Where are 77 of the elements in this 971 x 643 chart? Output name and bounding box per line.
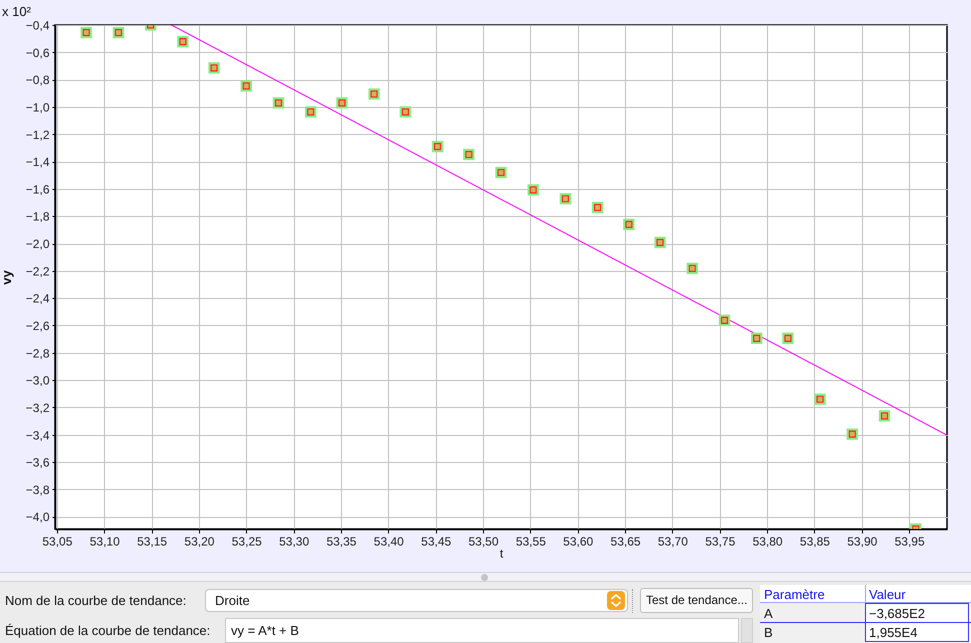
x-tick-label: 53,95 — [894, 534, 925, 548]
x-tick-label: 53,40 — [374, 534, 404, 548]
y-tick-label: −1,0 — [26, 100, 50, 114]
text: Paramètre — [764, 587, 825, 602]
y-tick-label: −2,6 — [26, 318, 50, 333]
y-tick-label: −2,4 — [26, 292, 50, 306]
y-tick-label: −2,2 — [26, 264, 50, 278]
text: Test de tendance... — [646, 593, 748, 607]
point — [497, 168, 505, 176]
point — [848, 430, 856, 438]
text: Équation de la courbe de tendance: — [5, 623, 210, 638]
x-tick-label: 53,70 — [658, 534, 688, 548]
y-tick-label: −0,8 — [26, 73, 50, 88]
x-tick-label: 53,85 — [800, 534, 830, 548]
y-tick-label: −3,6 — [26, 456, 50, 470]
x-tick-label: 53,35 — [326, 534, 357, 548]
point — [562, 195, 570, 202]
text: −3,685E2 — [869, 606, 926, 621]
point — [82, 29, 90, 36]
point — [625, 220, 632, 228]
x-tick-label: 53,25 — [232, 534, 262, 548]
point — [784, 334, 792, 342]
text: B — [764, 625, 773, 640]
y-tick-label: −1,2 — [26, 128, 50, 142]
text: Nom de la courbe de tendance: — [5, 593, 186, 608]
y-tick-label: −1,6 — [26, 182, 50, 196]
point — [274, 99, 282, 107]
point — [338, 99, 346, 107]
x-tick-label: 53,50 — [468, 534, 499, 548]
text: A — [764, 606, 773, 621]
y-tick-label: −0,6 — [26, 46, 50, 60]
y-tick-label: −3,0 — [26, 374, 50, 388]
point — [720, 316, 728, 324]
y-tick-label: −4,0 — [26, 510, 50, 524]
point — [688, 264, 696, 272]
y-tick-label: −2,0 — [26, 237, 50, 252]
text: x 10² — [2, 4, 31, 19]
point — [753, 334, 760, 342]
x-tick-label: 53,80 — [752, 534, 783, 548]
point — [114, 29, 122, 36]
x-tick-label: 53,10 — [90, 534, 120, 548]
x-tick-label: 53,55 — [516, 534, 546, 548]
text: Valeur — [869, 587, 906, 602]
point — [242, 82, 250, 90]
y-tick-label: −0,4 — [26, 18, 50, 32]
y-tick-label: −3,4 — [26, 428, 50, 442]
y-tick-label: −3,2 — [26, 400, 50, 415]
y-tick-label: −3,8 — [26, 482, 50, 497]
text: 1,955E4 — [869, 625, 918, 640]
point — [434, 142, 442, 150]
x-tick-label: 53,90 — [847, 534, 878, 548]
point — [307, 108, 314, 116]
point — [370, 90, 378, 98]
text: vy = A*t + B — [231, 623, 299, 638]
x-axis-title: t — [500, 546, 504, 560]
text: Droite — [215, 593, 250, 608]
x-tick-label: 53,65 — [610, 534, 641, 548]
point — [465, 150, 472, 158]
x-tick-label: 53,60 — [563, 534, 594, 548]
point — [880, 412, 888, 420]
x-tick-label: 53,05 — [42, 534, 73, 548]
point — [402, 108, 410, 116]
x-tick-label: 53,15 — [137, 534, 168, 548]
y-tick-label: −1,4 — [26, 155, 50, 170]
point — [594, 204, 602, 212]
x-tick-label: 53,30 — [279, 534, 310, 548]
point — [179, 38, 186, 46]
y-tick-label: −1,8 — [26, 210, 50, 224]
x-tick-label: 53,20 — [184, 534, 215, 548]
point — [816, 396, 824, 403]
y-axis-title: vy — [0, 270, 14, 285]
point — [530, 186, 537, 194]
point — [210, 64, 218, 72]
x-tick-label: 53,45 — [421, 534, 452, 548]
point — [656, 238, 664, 246]
y-tick-label: −2,8 — [26, 346, 50, 360]
x-tick-label: 53,75 — [705, 534, 736, 548]
